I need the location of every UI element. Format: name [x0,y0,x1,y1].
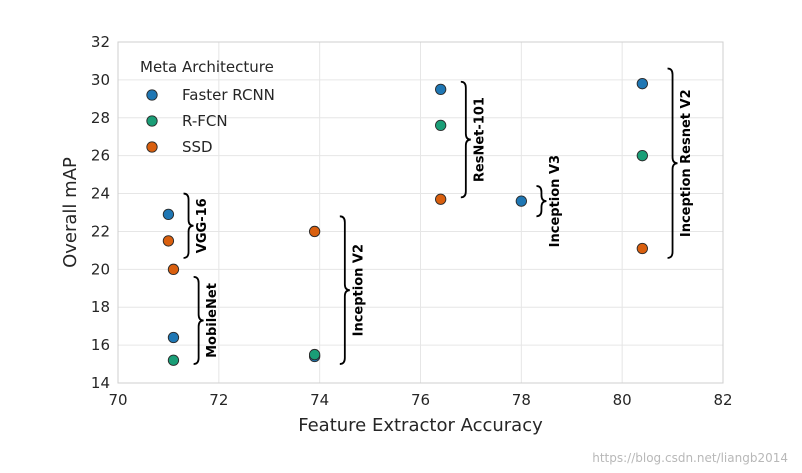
y-tick-label: 16 [91,336,110,354]
annotation-brace [193,276,204,365]
plot-border [117,41,724,384]
annotations: VGG-16 MobileNet Inception V2 ResNet-101 Inc… [183,67,694,365]
data-point-ssd [162,235,175,247]
data-points [162,78,648,366]
legend-marker [146,115,158,127]
y-tick-label: 24 [91,185,110,203]
y-tick-label: 22 [91,222,110,240]
axis-frame [117,41,724,384]
legend-label: SSD [182,138,213,156]
legend: Meta Architecture Faster RCNN R-FCN SSD [140,58,275,156]
data-point-faster-rcnn [636,78,648,90]
watermark: https://blog.csdn.net/liangb2014 [592,451,788,465]
annotation-label: Inception V2 [351,244,366,336]
data-point-r-fcn [167,354,180,366]
annotation-brace [460,80,471,199]
y-tick-label: 30 [91,71,110,89]
y-tick-label: 20 [91,260,110,278]
y-tick-label: 18 [91,298,110,316]
legend-title: Meta Architecture [140,58,274,76]
y-tick-label: 26 [91,147,110,165]
x-tick-labels: 70 72 74 76 78 80 82 [108,391,732,409]
data-point-faster-rcnn [435,83,447,96]
data-point-faster-rcnn [515,195,527,207]
data-point-ssd [308,225,321,238]
data-point-r-fcn [308,348,321,361]
x-axis-label: Feature Extractor Accuracy [298,415,543,436]
annotation-brace [339,215,350,365]
y-axis-label: Overall mAP [60,157,81,268]
data-point-ssd [167,263,180,275]
legend-marker [146,89,158,101]
legend-marker [146,141,158,153]
x-tick-label: 76 [411,391,430,409]
x-tick-label: 82 [713,391,732,409]
y-tick-labels: 14 16 18 20 22 24 26 28 30 32 [91,33,110,392]
annotation-label: ResNet-101 [472,97,487,182]
data-point-ssd [435,193,447,205]
data-point-ssd [636,242,648,255]
annotation-label: Inception Resnet V2 [679,89,694,237]
y-tick-label: 14 [91,374,110,392]
x-tick-label: 72 [209,391,228,409]
data-point-r-fcn [435,119,447,132]
x-tick-label: 70 [108,391,127,409]
annotation-brace [536,185,547,218]
annotation-label: VGG-16 [195,198,210,253]
annotation-label: MobileNet [205,283,220,358]
y-tick-label: 32 [91,33,110,51]
data-point-faster-rcnn [167,331,180,344]
x-tick-label: 80 [613,391,632,409]
x-tick-label: 78 [512,391,531,409]
legend-label: R-FCN [182,112,228,130]
annotation-label: Inception V3 [548,155,563,247]
data-point-r-fcn [636,150,648,162]
data-point-faster-rcnn [162,208,175,221]
x-tick-label: 74 [310,391,329,409]
y-tick-label: 28 [91,109,110,127]
legend-label: Faster RCNN [182,86,275,104]
